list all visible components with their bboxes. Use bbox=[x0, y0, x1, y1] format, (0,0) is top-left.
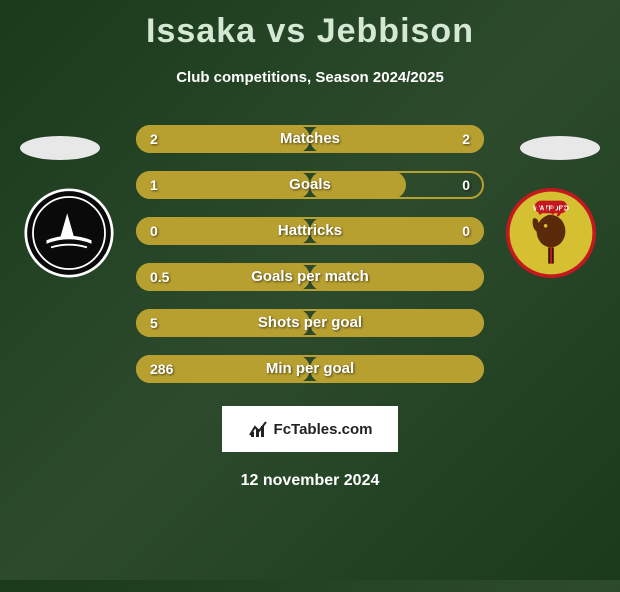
stat-row: Shots per goal5 bbox=[0, 300, 620, 346]
stat-value-left: 286 bbox=[150, 355, 173, 383]
stat-value-right: 0 bbox=[462, 217, 470, 245]
stat-bar: Min per goal286 bbox=[136, 355, 484, 383]
stat-bar: Matches22 bbox=[136, 125, 484, 153]
stat-value-left: 0.5 bbox=[150, 263, 169, 291]
bar-left-fill bbox=[136, 309, 310, 337]
stat-value-left: 0 bbox=[150, 217, 158, 245]
stat-row: Hattricks00 bbox=[0, 208, 620, 254]
bar-right-fill bbox=[310, 355, 484, 383]
stat-value-left: 1 bbox=[150, 171, 158, 199]
bar-right-fill bbox=[310, 309, 484, 337]
stat-value-left: 2 bbox=[150, 125, 158, 153]
stat-row: Matches22 bbox=[0, 116, 620, 162]
brand-text: FcTables.com bbox=[274, 421, 373, 438]
chart-icon bbox=[248, 419, 268, 439]
stat-value-left: 5 bbox=[150, 309, 158, 337]
stat-row: Goals10 bbox=[0, 162, 620, 208]
brand-box: FcTables.com bbox=[222, 406, 398, 452]
bar-left-fill bbox=[136, 125, 310, 153]
comparison-title: Issaka vs Jebbison bbox=[0, 12, 620, 51]
stats-chart: Matches22Goals10Hattricks00Goals per mat… bbox=[0, 116, 620, 392]
bar-right-fill bbox=[310, 125, 484, 153]
stat-bar: Shots per goal5 bbox=[136, 309, 484, 337]
bar-right-fill bbox=[310, 263, 484, 291]
bar-right-fill bbox=[310, 171, 406, 199]
stat-row: Goals per match0.5 bbox=[0, 254, 620, 300]
stat-row: Min per goal286 bbox=[0, 346, 620, 392]
bar-left-fill bbox=[136, 171, 310, 199]
stat-bar: Goals per match0.5 bbox=[136, 263, 484, 291]
stat-value-right: 0 bbox=[462, 171, 470, 199]
bar-right-fill bbox=[310, 217, 484, 245]
footer-date: 12 november 2024 bbox=[0, 472, 620, 490]
stat-bar: Goals10 bbox=[136, 171, 484, 199]
stat-bar: Hattricks00 bbox=[136, 217, 484, 245]
bar-left-fill bbox=[136, 217, 310, 245]
comparison-subtitle: Club competitions, Season 2024/2025 bbox=[0, 69, 620, 86]
stat-value-right: 2 bbox=[462, 125, 470, 153]
